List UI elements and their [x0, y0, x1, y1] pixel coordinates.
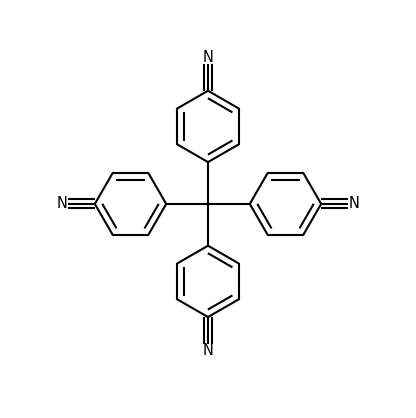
Text: N: N: [203, 50, 213, 65]
Text: N: N: [349, 196, 360, 212]
Text: N: N: [56, 196, 67, 212]
Text: N: N: [203, 343, 213, 358]
